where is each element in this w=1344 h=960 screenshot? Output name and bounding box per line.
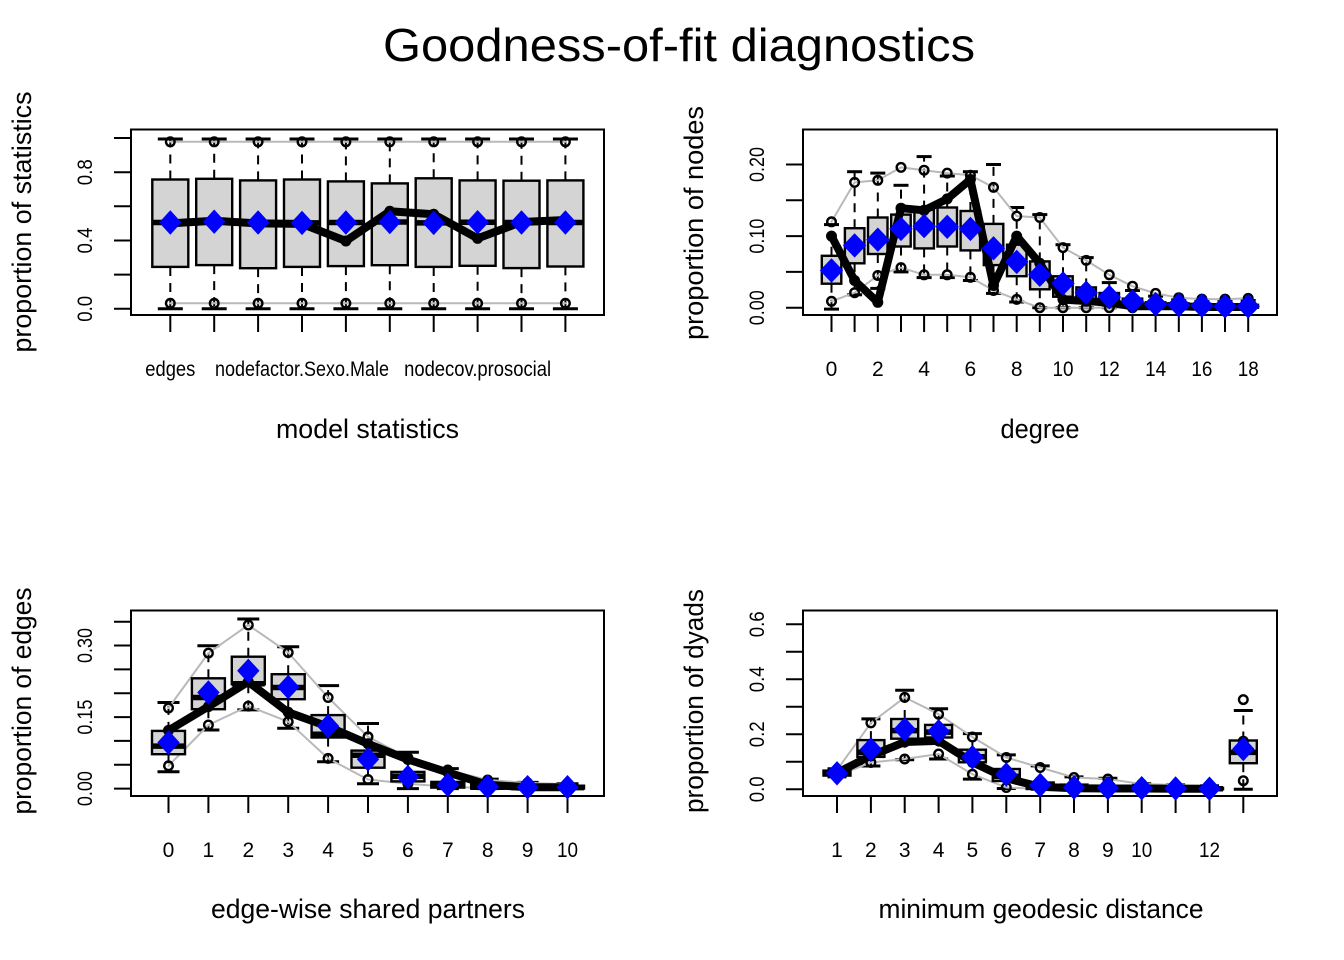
svg-text:7: 7	[1034, 839, 1046, 862]
svg-text:8: 8	[1068, 839, 1080, 862]
svg-text:1: 1	[203, 839, 215, 862]
svg-text:proportion of dyads: proportion of dyads	[679, 589, 709, 813]
svg-text:4: 4	[933, 839, 945, 862]
svg-text:1: 1	[831, 839, 843, 862]
svg-text:9: 9	[522, 839, 534, 862]
svg-text:12: 12	[1099, 358, 1120, 381]
svg-text:0.8: 0.8	[74, 159, 97, 185]
svg-text:proportion of statistics: proportion of statistics	[7, 92, 37, 353]
svg-text:16: 16	[1191, 358, 1212, 381]
svg-text:12: 12	[1199, 839, 1220, 862]
svg-text:9: 9	[1102, 839, 1114, 862]
svg-text:10: 10	[557, 839, 578, 862]
svg-text:minimum geodesic distance: minimum geodesic distance	[879, 894, 1204, 924]
svg-text:0.00: 0.00	[746, 290, 769, 325]
svg-text:edge-wise shared partners: edge-wise shared partners	[211, 894, 525, 924]
svg-text:7: 7	[442, 839, 454, 862]
svg-text:2: 2	[872, 358, 884, 381]
svg-text:model statistics: model statistics	[276, 414, 459, 444]
svg-text:Goodness-of-fit diagnostics: Goodness-of-fit diagnostics	[383, 19, 975, 71]
svg-text:6: 6	[402, 839, 414, 862]
svg-text:10: 10	[1053, 358, 1074, 381]
svg-text:3: 3	[899, 839, 911, 862]
svg-text:0.0: 0.0	[746, 776, 769, 802]
svg-text:10: 10	[1131, 839, 1152, 862]
svg-text:degree: degree	[1001, 414, 1080, 444]
svg-text:2: 2	[242, 839, 254, 862]
svg-text:14: 14	[1145, 358, 1166, 381]
svg-text:proportion of nodes: proportion of nodes	[679, 106, 709, 340]
svg-text:0.0: 0.0	[74, 296, 97, 322]
svg-text:8: 8	[1011, 358, 1023, 381]
svg-text:5: 5	[362, 839, 374, 862]
svg-text:0: 0	[163, 839, 175, 862]
svg-text:0: 0	[826, 358, 838, 381]
svg-text:0.4: 0.4	[74, 227, 97, 253]
svg-text:6: 6	[965, 358, 977, 381]
svg-text:0.00: 0.00	[74, 771, 97, 806]
svg-text:5: 5	[967, 839, 979, 862]
svg-text:0.15: 0.15	[74, 700, 97, 735]
svg-text:2: 2	[865, 839, 877, 862]
svg-text:nodefactor.Sexo.Male: nodefactor.Sexo.Male	[215, 358, 389, 381]
svg-text:nodecov.prosocial: nodecov.prosocial	[404, 358, 551, 381]
svg-text:0.2: 0.2	[746, 721, 769, 747]
svg-text:8: 8	[482, 839, 494, 862]
svg-text:4: 4	[322, 839, 334, 862]
svg-text:6: 6	[1000, 839, 1012, 862]
svg-text:edges: edges	[145, 358, 195, 381]
svg-text:0.20: 0.20	[746, 147, 769, 182]
svg-text:0.6: 0.6	[746, 611, 769, 637]
svg-text:0.4: 0.4	[746, 666, 769, 692]
svg-text:3: 3	[282, 839, 294, 862]
svg-text:18: 18	[1238, 358, 1259, 381]
svg-text:0.30: 0.30	[74, 628, 97, 663]
svg-text:0.10: 0.10	[746, 219, 769, 254]
svg-text:proportion of edges: proportion of edges	[7, 588, 37, 815]
svg-text:4: 4	[918, 358, 930, 381]
